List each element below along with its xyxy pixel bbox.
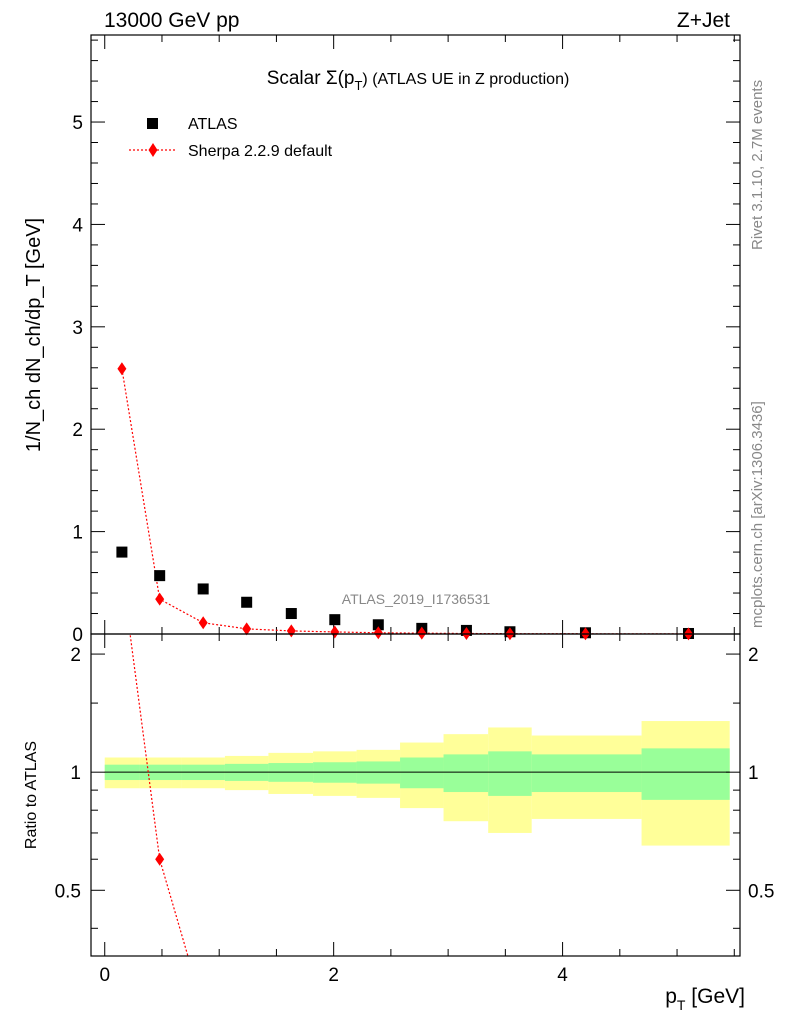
mc-point [242, 622, 252, 636]
legend-data-marker [147, 118, 158, 129]
ratio-y-tick-label-right: 0.5 [748, 881, 774, 902]
ratio-mc-point [155, 852, 165, 866]
side-label-top: Rivet 3.1.10, 2.7M events [749, 80, 766, 250]
mc-line [121, 368, 689, 635]
plot-title-main: Scalar Σ(p [267, 68, 355, 89]
ratio-band-inner [531, 754, 642, 793]
ratio-y-tick-label-right: 1 [748, 763, 759, 784]
x-axis-label-sub: T [677, 997, 686, 1013]
ratio-mc-line [129, 634, 189, 956]
legend-mc-marker [148, 143, 158, 157]
x-axis-label: pT [GeV] [665, 985, 745, 1013]
mc-point [417, 626, 427, 640]
plot-title: Scalar Σ(pT) (ATLAS UE in Z production) [267, 68, 570, 93]
x-axis-label-unit: [GeV] [685, 985, 745, 1008]
main-y-tick-label: 2 [72, 420, 83, 441]
main-panel: 0 1 2 3 4 5 Scalar Σ(pT) (ATLAS UE in Z produ… [23, 34, 741, 646]
data-point [285, 608, 297, 620]
ratio-band-inner [488, 751, 532, 796]
ratio-band-inner [443, 754, 489, 793]
plot-title-sub: T [354, 78, 362, 93]
ratio-band-inner [400, 757, 444, 789]
data-point [197, 583, 209, 595]
ratio-band-inner [641, 748, 730, 800]
process-label: Z+Jet [677, 9, 730, 32]
mc-point [330, 625, 340, 639]
x-tick-label: 4 [557, 965, 568, 986]
ratio-panel: 0.5 0.5 1 1 2 2 0 2 4 Ratio to ATLAS pT [GeV] [23, 633, 774, 1013]
x-tick-label: 2 [328, 965, 339, 986]
x-axis-label-main: p [665, 985, 677, 1008]
data-point [372, 619, 384, 631]
ratio-y-tick-label: 2 [70, 645, 81, 666]
mc-point [373, 626, 383, 640]
data-point [116, 546, 128, 558]
legend-data-label: ATLAS [188, 116, 238, 133]
main-y-tick-label: 0 [72, 625, 83, 646]
main-y-axis-label: 1/N_ch dN_ch/dp_T [GeV] [23, 218, 45, 452]
mc-point [286, 624, 296, 638]
x-tick-label: 0 [99, 965, 110, 986]
plot-title-rest: ) (ATLAS UE in Z production) [362, 71, 569, 88]
mc-point [198, 616, 208, 630]
main-y-tick-label: 3 [72, 318, 83, 339]
mc-point [155, 592, 165, 606]
data-point [154, 570, 166, 582]
main-y-tick-label: 1 [72, 523, 83, 544]
main-y-tick-label: 5 [72, 113, 83, 134]
ratio-y-tick-label: 0.5 [55, 881, 81, 902]
main-y-tick-label: 4 [72, 215, 83, 236]
data-point [241, 596, 253, 608]
analysis-id: ATLAS_2019_I1736531 [342, 591, 491, 607]
ratio-frame [90, 633, 741, 957]
side-label-bottom: mcplots.cern.ch [arXiv:1306.3436] [749, 401, 766, 628]
legend: ATLAS Sherpa 2.2.9 default [129, 116, 333, 160]
ratio-y-tick-label: 1 [70, 763, 81, 784]
ratio-y-axis-label: Ratio to ATLAS [23, 741, 40, 849]
data-point [329, 614, 341, 626]
energy-label: 13000 GeV pp [104, 9, 239, 32]
legend-mc-label: Sherpa 2.2.9 default [188, 143, 333, 160]
mc-point [117, 362, 127, 376]
ratio-y-tick-label-right: 2 [748, 645, 759, 666]
